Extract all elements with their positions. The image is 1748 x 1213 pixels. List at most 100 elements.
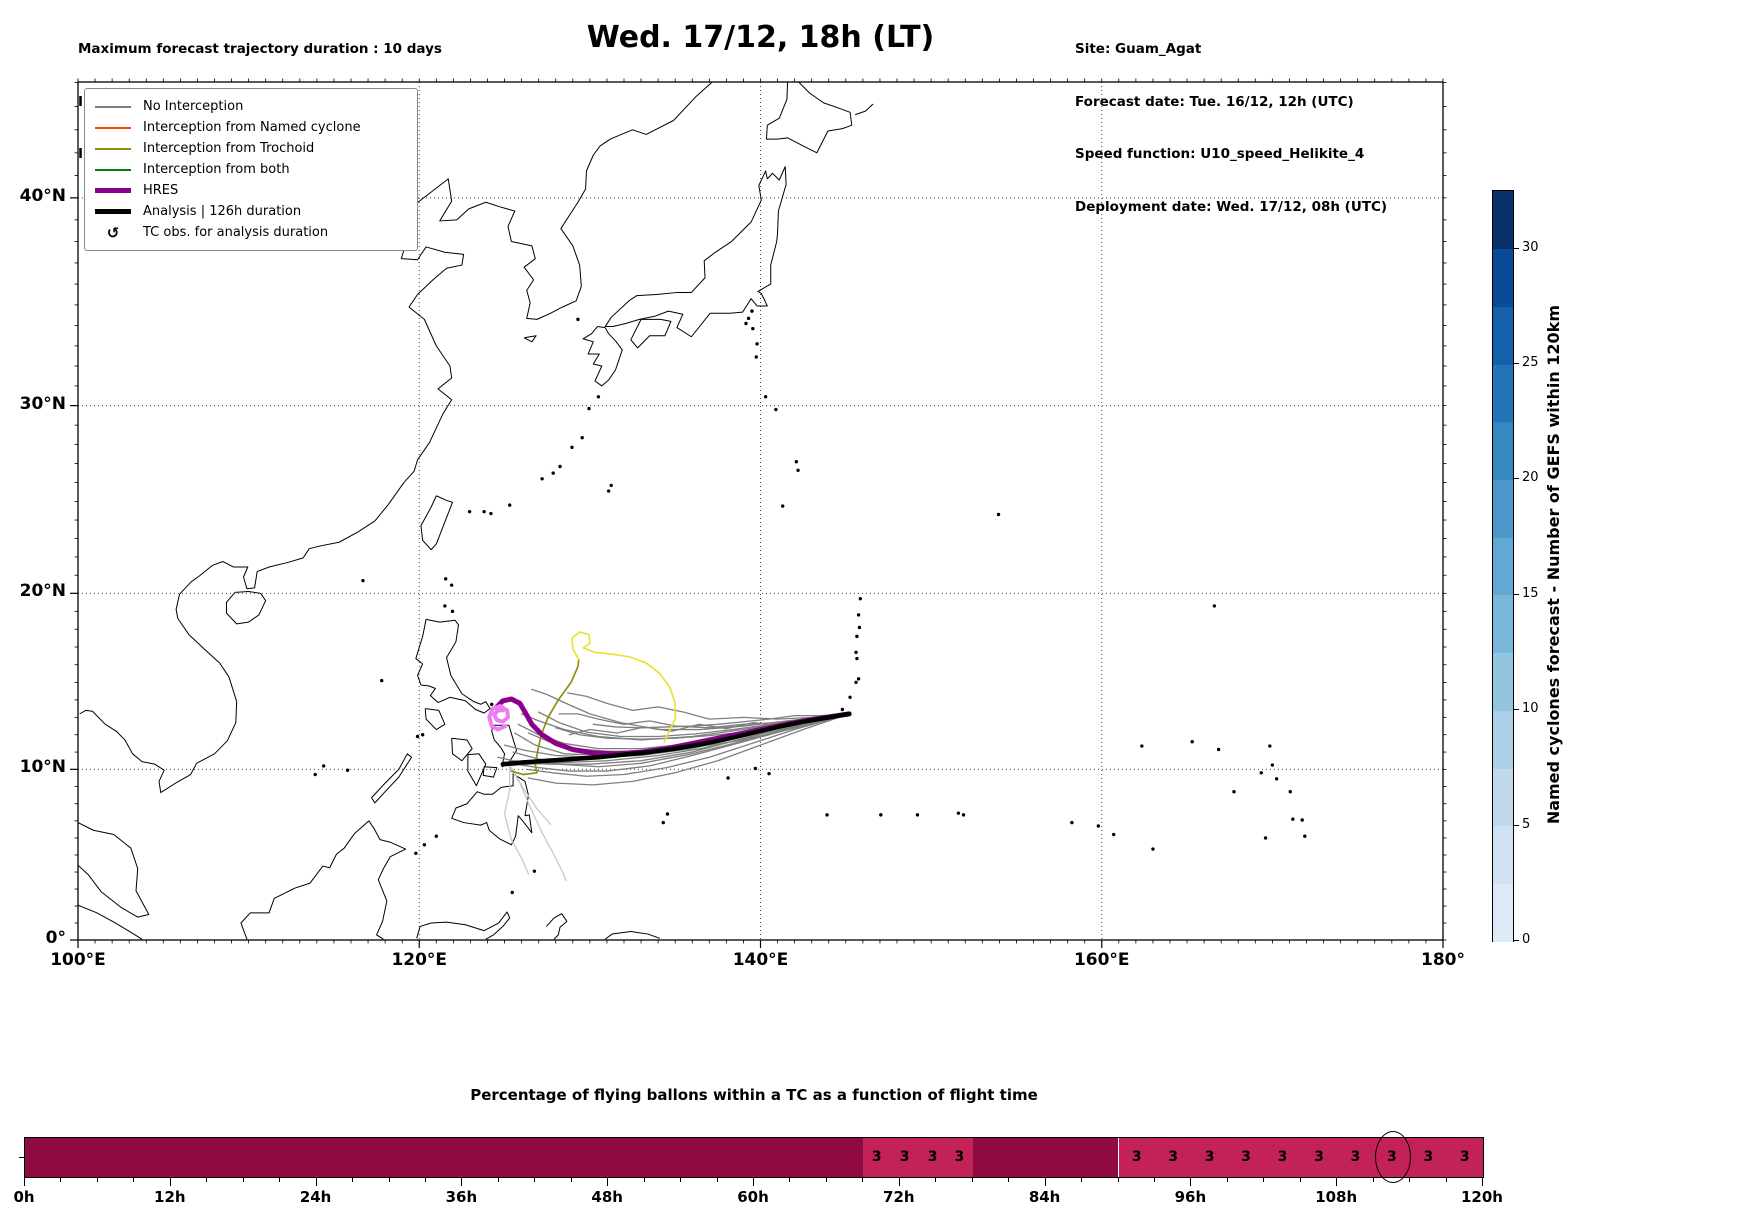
island-dot: [507, 503, 512, 507]
colorbar-band: [1493, 883, 1513, 942]
coastline: [424, 708, 446, 731]
tc-count-marker: 3: [899, 1149, 910, 1165]
island-dot: [1270, 763, 1275, 767]
bar-axis-tick: [570, 1178, 572, 1182]
line-swatch: [95, 168, 131, 171]
island-dot: [763, 395, 768, 399]
island-dot: [726, 776, 730, 780]
island-dot: [414, 851, 418, 855]
colorbar-tick-label: 15: [1522, 585, 1539, 601]
bar-axis-tick: [1117, 1178, 1119, 1182]
island-dot: [956, 811, 961, 815]
coastline: [765, 82, 853, 154]
track-analysis: [500, 711, 852, 767]
bar-axis-tick: [825, 1178, 827, 1182]
island-dot: [587, 406, 591, 411]
colorbar-band: [1493, 191, 1513, 250]
island-dot: [854, 650, 858, 655]
track-gefs-south-2: [503, 765, 530, 875]
island-dot: [422, 843, 427, 847]
tc-count-marker: 3: [1423, 1149, 1434, 1165]
island-dot: [1274, 777, 1279, 781]
legend-label: Analysis | 126h duration: [143, 204, 302, 219]
island-dot: [796, 468, 800, 472]
bar-axis-tick: [96, 1178, 98, 1182]
bar-axis-label: 0h: [13, 1188, 35, 1206]
y-tick-label: 20°N: [19, 581, 66, 602]
tc-count-marker: 3: [1131, 1149, 1142, 1165]
bar-axis-tick: [24, 1178, 25, 1186]
coastline: [225, 591, 267, 625]
island-dot: [1300, 818, 1304, 822]
track-gefs-14: [592, 713, 850, 729]
island-dot: [1070, 820, 1074, 825]
line-swatch: [95, 126, 131, 129]
bar-axis-tick: [862, 1178, 864, 1182]
island-dot: [1303, 834, 1307, 838]
island-dot: [576, 317, 580, 322]
speed-function-line: Speed function: U10_speed_Helikite_4: [1075, 146, 1365, 163]
bar-axis-tick: [1190, 1178, 1192, 1186]
track-gefs-south-3: [510, 766, 552, 825]
island-dot: [753, 766, 758, 771]
bar-axis-tick: [680, 1178, 682, 1182]
bar-axis-tick: [133, 1178, 135, 1182]
island-dot: [996, 512, 1001, 517]
tc-count-marker: 3: [1350, 1149, 1361, 1165]
colorbar-tick-mark: [1514, 824, 1519, 826]
island-dot: [665, 812, 670, 816]
island-dot: [661, 820, 665, 825]
bar-axis-tick: [607, 1178, 609, 1186]
figure-title: Wed. 17/12, 18h (LT): [586, 20, 935, 55]
colorbar-tick-label: 10: [1522, 701, 1539, 717]
coastline: [630, 318, 672, 349]
coastline: [582, 326, 623, 387]
legend-box: No Interception Interception from Named …: [84, 88, 418, 251]
track-gefs-05: [503, 713, 850, 767]
coastline: [604, 931, 660, 940]
colorbar-tick-mark: [1514, 363, 1519, 365]
colorbar-band: [1493, 306, 1513, 365]
bar-segment: [25, 1138, 864, 1177]
island-dot: [780, 504, 785, 508]
bar-axis-tick: [1372, 1178, 1374, 1182]
island-dot: [540, 477, 544, 481]
coastline: [415, 618, 491, 714]
bar-axis-label: 12h: [154, 1188, 186, 1206]
y-tick-label: 40°N: [19, 185, 66, 206]
legend-label: Interception from Trochoid: [143, 141, 315, 156]
island-dot: [855, 656, 859, 661]
island-dot: [774, 407, 778, 412]
colorbar-band: [1493, 767, 1513, 827]
bar-segment: [1118, 1138, 1483, 1177]
island-dot: [558, 464, 562, 469]
colorbar-tick-mark: [1514, 247, 1519, 249]
island-dot: [754, 355, 758, 359]
tc-count-marker: 3: [871, 1149, 882, 1165]
island-dot: [449, 583, 454, 587]
y-tick-label: 10°N: [19, 757, 66, 778]
map-frame: [77, 81, 1444, 941]
y-tick-label: 0°: [45, 928, 66, 948]
map-canvas: [70, 78, 1447, 948]
bar-axis-tick: [753, 1178, 754, 1186]
tc-count-marker: 3: [1241, 1149, 1251, 1165]
colorbar-tick-label: 20: [1522, 470, 1539, 486]
gridlines: [78, 82, 1443, 940]
legend-item-named-cyclone: Interception from Named cyclone: [95, 117, 407, 138]
legend-item-analysis: Analysis | 126h duration: [95, 201, 407, 222]
island-dot: [1291, 817, 1295, 821]
tc-count-marker: 3: [954, 1149, 965, 1165]
colorbar: [1492, 190, 1514, 942]
coastline: [420, 495, 454, 551]
line-swatch: [95, 105, 131, 108]
bar-axis-label: 84h: [1028, 1188, 1061, 1206]
bar-axis-tick: [1409, 1178, 1411, 1182]
bar-axis-tick: [242, 1178, 244, 1182]
island-dot: [420, 733, 425, 737]
legend-label: HRES: [143, 183, 179, 198]
bar-axis-tick: [1044, 1178, 1046, 1186]
colorbar-band: [1493, 364, 1513, 423]
island-dot: [489, 511, 493, 516]
bar-axis-tick: [1336, 1178, 1338, 1186]
